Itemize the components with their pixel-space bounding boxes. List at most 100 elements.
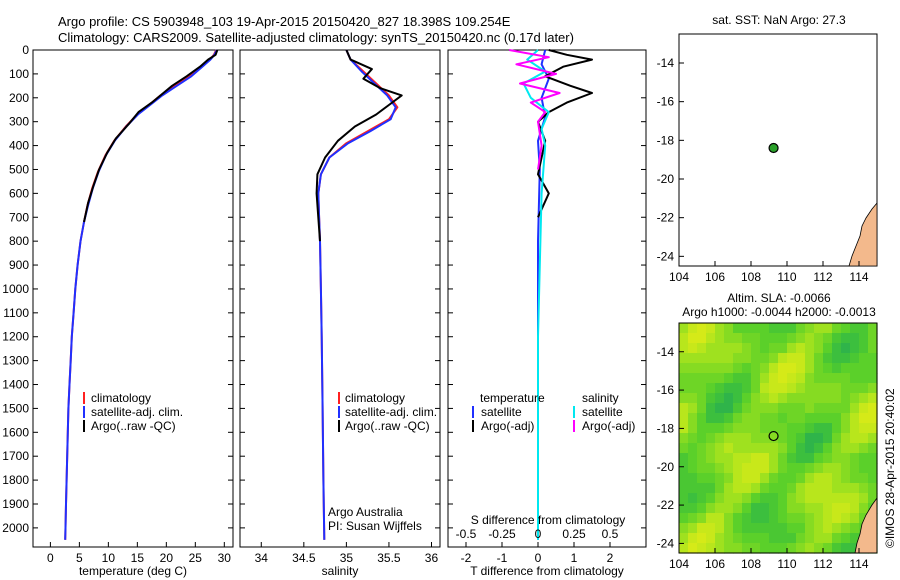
sla-heatmap-cell [697, 423, 707, 434]
sla-heatmap-cell [679, 463, 689, 474]
sla-heatmap-cell [715, 443, 725, 454]
sla-heatmap-cell [796, 503, 806, 514]
sla-heatmap-cell [787, 513, 797, 524]
map-y-tick-label: -18 [657, 133, 675, 147]
sla-heatmap-cell [850, 533, 860, 544]
sla-heatmap-cell [778, 503, 788, 514]
sla-heatmap-cell [742, 363, 752, 374]
sla-heatmap-cell [733, 373, 743, 384]
sla-heatmap-cell [760, 383, 770, 394]
sla-heatmap-cell [778, 473, 788, 484]
sla-heatmap-cell [733, 343, 743, 354]
sla-heatmap-cell [688, 543, 698, 554]
sla-heatmap-cell [697, 363, 707, 374]
sla-heatmap-cell [814, 493, 824, 504]
sla-heatmap-cell [697, 503, 707, 514]
sla-heatmap-cell [805, 543, 815, 554]
sla-heatmap-cell [769, 353, 779, 364]
sla-heatmap-cell [787, 413, 797, 424]
sla-heatmap-cell [688, 443, 698, 454]
sla-map-frame [678, 322, 878, 554]
sla-heatmap-cell [706, 493, 716, 504]
sla-heatmap-cell [688, 363, 698, 374]
map-y-tick-label: -20 [657, 460, 675, 474]
sla-heatmap-cell [823, 383, 833, 394]
sla-map-title-line-2: Argo h1000: -0.0044 h2000: -0.0013 [682, 305, 876, 319]
sla-heatmap-cell [778, 483, 788, 494]
sla-heatmap-cell [679, 533, 689, 544]
sla-heatmap-cell [859, 353, 869, 364]
sla-heatmap-cell [751, 543, 761, 554]
sla-heatmap-cell [733, 483, 743, 494]
sla-heatmap-cell [850, 403, 860, 414]
sla-heatmap-cell [688, 513, 698, 524]
sla-heatmap-cell [679, 453, 689, 464]
sla-heatmap-cell [724, 513, 734, 524]
sla-heatmap-cell [850, 513, 860, 524]
sla-heatmap-cell [724, 353, 734, 364]
sla-heatmap-cell [742, 393, 752, 404]
sla-heatmap-cell [859, 463, 869, 474]
sla-heatmap-cell [841, 333, 851, 344]
sla-heatmap-cell [823, 513, 833, 524]
sla-heatmap-cell [796, 383, 806, 394]
sla-heatmap-cell [850, 423, 860, 434]
sla-heatmap-cell [796, 393, 806, 404]
sla-heatmap-cell [841, 403, 851, 414]
sla-heatmap-cell [760, 533, 770, 544]
y-tick-label: 400 [9, 139, 29, 153]
sla-heatmap-cell [787, 363, 797, 374]
sla-heatmap-cell [769, 513, 779, 524]
map-x-tick-label: 104 [669, 557, 689, 571]
salinity-plot-frame [239, 49, 441, 548]
sla-heatmap-cell [715, 473, 725, 484]
sla-heatmap-cell [868, 323, 878, 334]
sla-heatmap-cell [859, 423, 869, 434]
sla-heatmap-cell [697, 523, 707, 534]
sla-heatmap-cell [715, 403, 725, 414]
sla-heatmap-cell [679, 343, 689, 354]
sla-heatmap-cell [841, 463, 851, 474]
legend-title-temperature: temperature [480, 391, 545, 405]
sla-heatmap-cell [787, 453, 797, 464]
sla-heatmap-cell [850, 353, 860, 364]
sla-heatmap-cell [706, 353, 716, 364]
sla-heatmap-cell [769, 543, 779, 554]
sla-heatmap-cell [688, 383, 698, 394]
series-line-satellite-adj-clim- [317, 49, 397, 540]
series-line-argo-raw-qc- [315, 49, 403, 242]
sla-heatmap-cell [724, 333, 734, 344]
sla-heatmap-cell [733, 413, 743, 424]
legend-label-argo: Argo(..raw -QC) [345, 419, 430, 433]
sla-heatmap-cell [796, 323, 806, 334]
sla-heatmap-cell [733, 493, 743, 504]
sla-heatmap-cell [868, 463, 878, 474]
sla-heatmap-cell [724, 373, 734, 384]
sla-heatmap-cell [814, 503, 824, 514]
sla-heatmap-cell [805, 463, 815, 474]
sla-heatmap-cell [814, 333, 824, 344]
sla-heatmap-cell [715, 423, 725, 434]
sla-heatmap-cell [733, 383, 743, 394]
sla-heatmap-cell [715, 333, 725, 344]
sla-heatmap-cell [751, 403, 761, 414]
sla-heatmap-cell [724, 413, 734, 424]
sla-heatmap-cell [688, 523, 698, 534]
sla-heatmap-cell [751, 523, 761, 534]
sla-heatmap-cell [760, 423, 770, 434]
map-x-tick-label: 110 [777, 557, 796, 571]
sla-heatmap-cell [841, 413, 851, 424]
sla-heatmap-cell [769, 323, 779, 334]
sla-heatmap-cell [742, 513, 752, 524]
sla-heatmap-cell [679, 433, 689, 444]
sla-heatmap-cell [742, 523, 752, 534]
series-line-salinity-argo-adj- [509, 49, 561, 170]
sla-heatmap-cell [850, 383, 860, 394]
legend-label-climatology: climatology [91, 391, 151, 405]
sla-heatmap-cell [751, 413, 761, 424]
sla-heatmap-cell [706, 473, 716, 484]
top-x-tick-label: -0.5 [456, 527, 477, 541]
sla-heatmap-cell [679, 383, 689, 394]
sla-heatmap-cell [859, 513, 869, 524]
